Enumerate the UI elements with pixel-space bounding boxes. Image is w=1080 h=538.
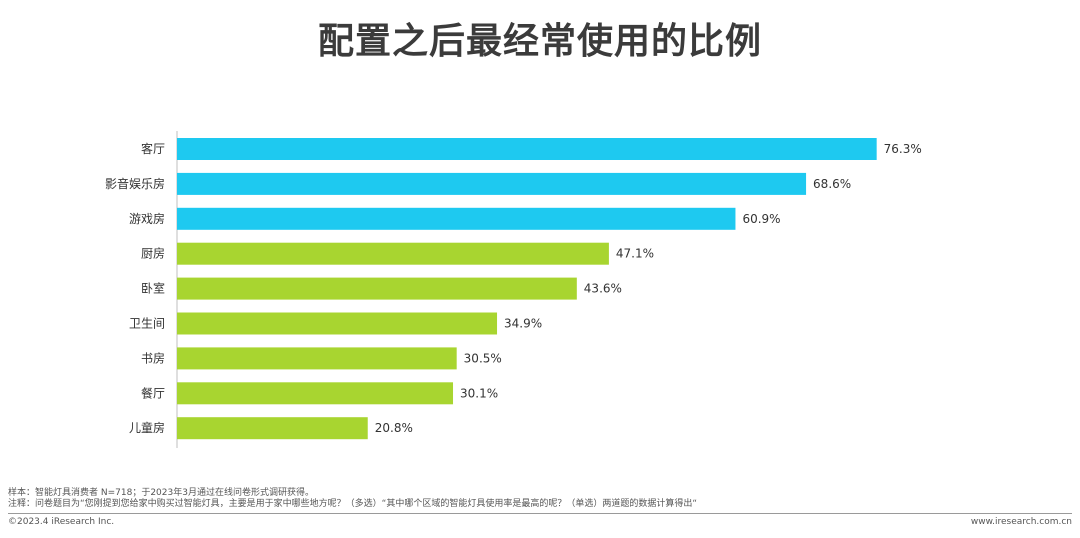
value-label: 76.3% (884, 142, 922, 156)
value-label: 43.6% (584, 282, 622, 296)
bar (177, 417, 368, 440)
value-label: 30.5% (464, 351, 502, 365)
bar (177, 138, 877, 160)
category-label: 影音娱乐房 (105, 176, 165, 191)
value-label: 30.1% (460, 386, 498, 400)
chart-title: 配置之后最经常使用的比例 (317, 21, 762, 62)
bar (177, 382, 454, 405)
category-label: 卫生间 (129, 317, 165, 331)
bar (177, 312, 498, 335)
question-note: 注释：问卷题目为“您刚提到您给家中购买过智能灯具，主要是用于家中哪些地方呢？（多… (8, 499, 697, 509)
bar (177, 242, 609, 265)
value-label: 34.9% (504, 317, 542, 331)
copyright: ©2023.4 iResearch Inc. (8, 517, 115, 527)
value-label: 68.6% (813, 177, 851, 191)
bar (177, 277, 577, 300)
value-label: 20.8% (375, 421, 413, 435)
category-label: 书房 (141, 350, 165, 365)
category-label: 厨房 (141, 246, 165, 261)
bar (177, 347, 457, 370)
footer-divider (8, 513, 1072, 514)
category-label: 儿童房 (129, 420, 165, 435)
category-label: 游戏房 (129, 211, 165, 226)
value-label: 60.9% (742, 212, 780, 226)
category-label: 客厅 (141, 141, 165, 156)
bar (177, 207, 736, 230)
website-link[interactable]: www.iresearch.com.cn (970, 517, 1072, 527)
notes: 样本：智能灯具消费者 N=718；于2023年3月通过在线问卷形式调研获得。 注… (8, 488, 697, 510)
value-label: 47.1% (616, 247, 654, 261)
bar (177, 172, 807, 195)
category-label: 卧室 (141, 281, 165, 296)
category-label: 餐厅 (141, 385, 165, 400)
sample-note: 样本：智能灯具消费者 N=718；于2023年3月通过在线问卷形式调研获得。 (8, 488, 314, 498)
